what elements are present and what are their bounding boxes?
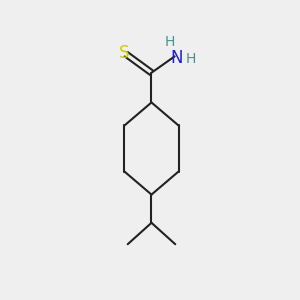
Text: N: N (170, 49, 182, 67)
Text: H: H (186, 52, 196, 66)
Text: S: S (118, 44, 129, 62)
Text: H: H (165, 35, 175, 49)
